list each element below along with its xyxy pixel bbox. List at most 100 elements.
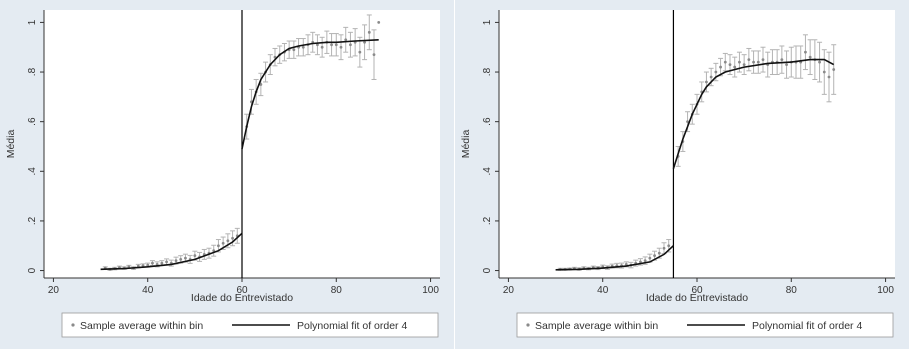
data-point (723, 60, 727, 64)
data-point (231, 236, 234, 240)
data-point (160, 261, 164, 265)
data-point (624, 262, 628, 266)
data-point (822, 70, 826, 74)
data-point (705, 80, 708, 84)
data-point (714, 70, 718, 74)
y-axis-label: Média (5, 130, 17, 159)
data-point (648, 256, 652, 260)
y-tick-label: 1 (27, 19, 38, 25)
data-point (367, 30, 371, 34)
legend-label-points: Sample average within bin (535, 320, 658, 332)
legend-label-points: Sample average within bin (80, 320, 203, 332)
chart-left: 0 .2 .4 .6 .8 1 20 40 60 80 100 Idade do Entrevista… (0, 0, 454, 349)
x-tick-label: 60 (691, 285, 703, 296)
data-point (780, 58, 784, 62)
data-point (827, 75, 831, 79)
data-point (719, 65, 722, 69)
chart-panel-right: 0 .2 .4 .6 .8 1 20 40 60 80 100 Idade do Entrevista… (455, 0, 909, 349)
x-tick-label: 20 (503, 285, 515, 296)
y-tick-label: .8 (482, 67, 493, 76)
fit-line (672, 58, 835, 170)
legend-marker-points (526, 323, 530, 327)
data-point (165, 260, 168, 264)
chart-panel-left: 0 .2 .4 .6 .8 1 20 40 60 80 100 Idade do Entrevista… (0, 0, 454, 349)
data-point (804, 50, 807, 54)
y-tick-label: .2 (27, 216, 38, 225)
data-point (686, 120, 689, 124)
data-point (217, 244, 220, 248)
x-tick-label: 100 (422, 285, 439, 296)
data-point (818, 60, 821, 64)
data-point (174, 259, 178, 263)
legend-label-fit: Polynomial fit of order 4 (297, 320, 407, 332)
data-point (639, 260, 642, 264)
data-point (316, 43, 319, 47)
y-tick-label: .4 (482, 167, 493, 176)
y-axis-label: Média (460, 130, 472, 159)
data-point (292, 48, 296, 52)
chart-right: 0 .2 .4 .6 .8 1 20 40 60 80 100 Idade do Entrevista… (455, 0, 909, 349)
data-point (733, 65, 737, 69)
data-point (184, 256, 187, 260)
data-point (662, 246, 666, 250)
data-point (752, 60, 755, 64)
y-tick-label: .6 (482, 117, 493, 126)
data-point (372, 53, 376, 57)
data-point (358, 50, 362, 54)
data-point (653, 254, 656, 258)
data-point (259, 83, 263, 86)
data-point (742, 63, 746, 66)
data-point (667, 244, 671, 248)
fit-line (100, 232, 243, 271)
legend-label-fit: Polynomial fit of order 4 (752, 320, 862, 332)
data-point (221, 241, 225, 245)
x-tick-label: 100 (877, 285, 894, 296)
data-point (179, 257, 183, 261)
x-tick-label: 80 (331, 285, 343, 296)
y-tick-label: .4 (27, 167, 38, 176)
plot-area (499, 10, 895, 278)
y-tick-label: .8 (27, 67, 38, 76)
x-axis-label: Idade do Entrevistado (191, 292, 293, 304)
legend: Sample average within bin Polynomial fit … (516, 312, 894, 338)
data-point (808, 55, 812, 59)
y-tick-label: 1 (482, 19, 493, 25)
data-point (785, 63, 788, 66)
data-point (151, 261, 154, 265)
data-point (738, 60, 741, 64)
data-point (226, 239, 230, 243)
y-tick-label: 0 (27, 267, 38, 273)
x-tick-label: 20 (48, 285, 60, 296)
data-point (141, 264, 145, 267)
data-point (320, 45, 324, 49)
data-point (334, 43, 338, 47)
y-tick-label: .6 (27, 117, 38, 126)
fit-line (555, 245, 674, 271)
data-point (146, 263, 150, 267)
data-point (349, 43, 352, 47)
x-tick-label: 60 (236, 285, 248, 296)
data-point (363, 40, 366, 44)
x-tick-label: 40 (597, 285, 609, 296)
data-point (339, 45, 343, 49)
data-point (747, 58, 751, 62)
data-point (377, 21, 381, 24)
data-point (344, 38, 348, 42)
data-point (709, 75, 713, 79)
x-tick-label: 80 (786, 285, 798, 296)
y-tick-label: .2 (482, 216, 493, 225)
y-tick-label: 0 (482, 267, 493, 273)
data-point (193, 254, 197, 258)
data-point (832, 68, 836, 71)
fit-line (241, 39, 379, 150)
data-point (330, 43, 333, 47)
data-point (756, 60, 760, 64)
data-point (728, 63, 732, 66)
data-point (301, 45, 305, 49)
data-point (761, 58, 765, 62)
x-tick-label: 40 (142, 285, 154, 296)
data-point (657, 251, 661, 255)
legend: Sample average within bin Polynomial fit … (61, 312, 439, 338)
x-axis-label: Idade do Entrevistado (646, 292, 748, 304)
data-point (643, 259, 647, 263)
